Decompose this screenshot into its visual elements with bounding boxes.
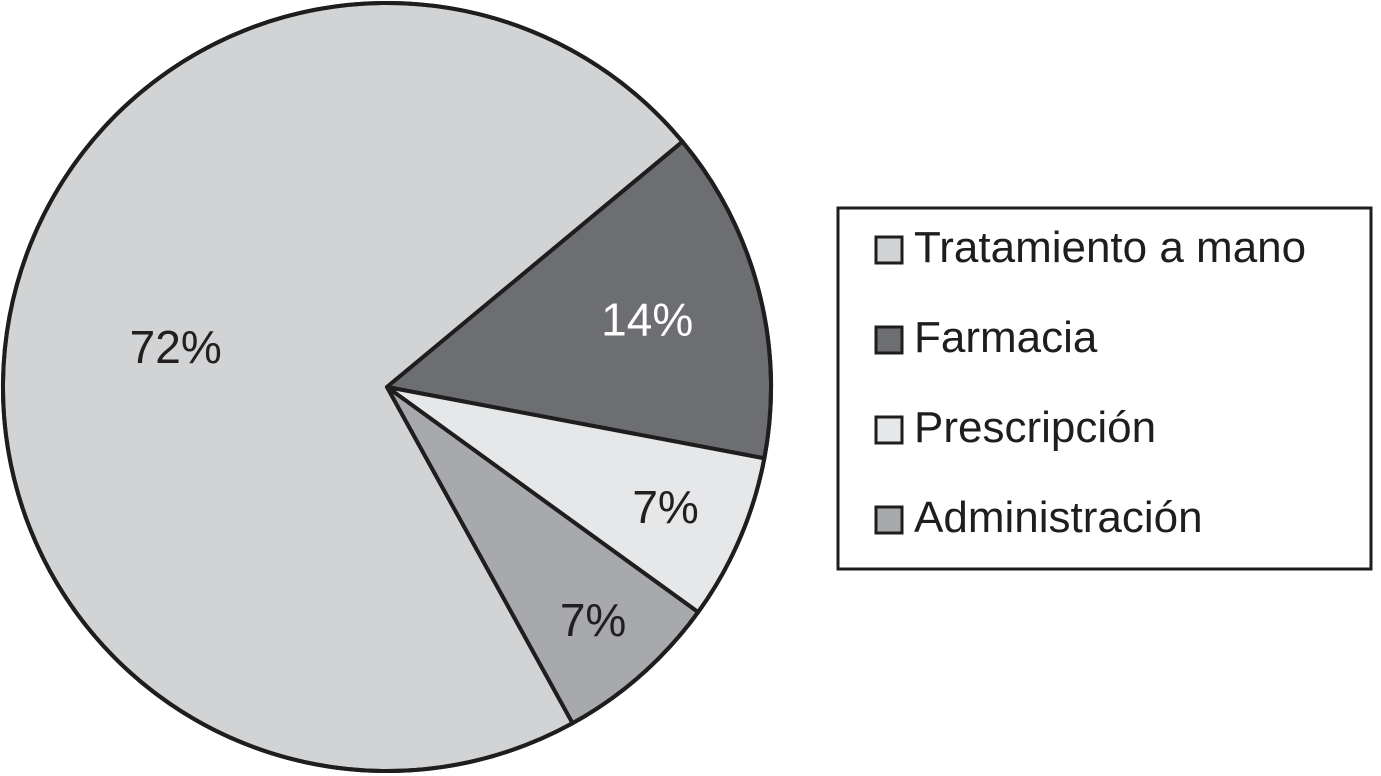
legend-label-tratamiento-a-mano: Tratamiento a mano (914, 223, 1306, 272)
legend: Tratamiento a mano Farmacia Prescripción Ad… (836, 206, 1373, 571)
legend-item-farmacia: Farmacia (874, 313, 1098, 362)
legend-swatch-administracion (874, 505, 904, 535)
data-label-prescripcion: 7% (632, 481, 698, 533)
legend-label-farmacia: Farmacia (914, 313, 1098, 362)
legend-label-administracion: Administración (914, 493, 1203, 542)
data-label-administracion: 7% (560, 594, 626, 646)
pie-outline (1, 1, 773, 773)
legend-item-tratamiento-a-mano: Tratamiento a mano (874, 223, 1306, 272)
data-label-tratamiento-a-mano: 72% (130, 321, 222, 373)
data-label-farmacia: 14% (601, 294, 693, 346)
legend-swatch-prescripcion (874, 415, 904, 445)
legend-frame (836, 206, 1373, 571)
legend-swatch-tratamiento-a-mano (874, 235, 904, 265)
pie-slices (1, 1, 773, 773)
legend-item-prescripcion: Prescripción (874, 403, 1156, 452)
legend-item-administracion: Administración (874, 493, 1203, 542)
data-labels: 72% 14% 7% 7% (130, 294, 699, 646)
legend-label-prescripcion: Prescripción (914, 403, 1156, 452)
legend-swatch-farmacia (874, 325, 904, 355)
